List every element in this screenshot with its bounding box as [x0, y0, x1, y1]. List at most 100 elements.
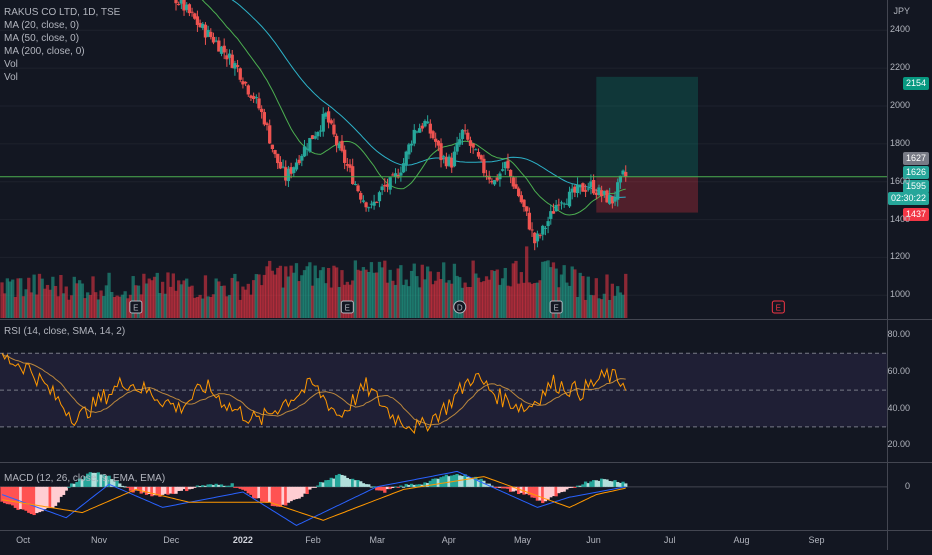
candle-body	[468, 140, 473, 146]
macd-histogram-bar	[559, 486, 564, 493]
macd-histogram-bar	[500, 486, 505, 489]
candle-body	[297, 159, 301, 164]
volume-bar	[24, 289, 28, 318]
macd-histogram-bar	[270, 486, 275, 506]
candle-body	[211, 36, 216, 43]
macd-histogram-bar	[286, 486, 291, 503]
macd-histogram-bar	[102, 474, 106, 487]
macd-histogram-bar	[428, 480, 432, 487]
volume-bar	[562, 265, 566, 318]
macd-histogram-bar	[345, 477, 349, 487]
macd-histogram-bar	[152, 486, 157, 496]
candle-body	[530, 229, 534, 231]
time-tick-label: Jul	[663, 535, 676, 545]
candle-body	[409, 143, 414, 146]
macd-histogram-bar	[273, 486, 277, 507]
candle-body	[174, 0, 178, 4]
rsi-legend[interactable]: RSI (14, close, SMA, 14, 2)	[4, 326, 126, 337]
candle-body	[466, 132, 470, 140]
legend-ma-50[interactable]: MA (50, close, 0)	[4, 33, 80, 44]
volume-bar	[112, 296, 117, 318]
candle-body	[326, 111, 331, 123]
legend-ma-20[interactable]: MA (20, close, 0)	[4, 20, 80, 31]
macd-histogram-bar	[316, 485, 320, 487]
candle-body	[495, 177, 499, 181]
macd-histogram-bar	[268, 486, 272, 503]
macd-histogram-bar	[468, 477, 473, 487]
candle-body	[562, 203, 566, 205]
macd-histogram-bar	[53, 486, 58, 506]
event-marker-label: E	[776, 304, 781, 313]
macd-histogram-bar	[434, 478, 438, 487]
volume-bar	[11, 279, 15, 318]
volume-bar	[230, 277, 234, 318]
volume-bar	[278, 265, 283, 318]
legend-volume-2[interactable]: Vol	[4, 72, 18, 83]
macd-histogram-bar	[56, 486, 60, 503]
legend-title[interactable]: RAKUS CO LTD, 1D, TSE	[4, 7, 121, 18]
candle-body	[551, 211, 556, 214]
volume-bar	[490, 270, 494, 318]
volume-bar	[276, 267, 280, 318]
volume-bar	[618, 292, 623, 318]
candle-body	[367, 207, 371, 209]
volume-bar	[450, 283, 454, 318]
macd-histogram-bar	[222, 485, 226, 487]
volume-bar	[48, 289, 52, 318]
candle-body	[575, 184, 580, 193]
candle-body	[450, 157, 454, 168]
volume-bar	[185, 278, 189, 318]
macd-histogram-bar	[35, 486, 39, 514]
candle-body	[444, 157, 449, 167]
volume-bar	[511, 263, 515, 318]
macd-histogram-bar	[567, 486, 572, 489]
volume-bar	[334, 267, 339, 318]
macd-histogram-bar	[206, 484, 210, 487]
macd-histogram-bar	[262, 486, 266, 502]
volume-bar	[32, 274, 36, 318]
event-marker	[453, 300, 467, 314]
candle-body	[235, 65, 240, 67]
candle-body	[292, 167, 296, 174]
currency-label[interactable]: JPY	[893, 6, 910, 16]
candle-body	[372, 201, 376, 206]
volume-bar	[458, 277, 462, 318]
time-tick-label: Nov	[91, 535, 108, 545]
candle-body	[570, 188, 574, 193]
volume-bar	[401, 284, 406, 318]
legend-ma-200[interactable]: MA (200, close, 0)	[4, 46, 85, 57]
candle-body	[423, 120, 427, 127]
time-tick-label: Feb	[305, 535, 321, 545]
volume-bar	[99, 290, 103, 318]
macd-histogram-bar	[8, 486, 12, 505]
event-marker-label: D	[457, 304, 463, 313]
macd-histogram-bar	[476, 479, 481, 487]
macd-legend[interactable]: MACD (12, 26, close, 9, EMA, EMA)	[4, 473, 166, 484]
volume-bar	[308, 262, 312, 318]
time-tick-label: Oct	[16, 535, 31, 545]
volume-bar	[37, 273, 42, 318]
macd-histogram-bar	[308, 486, 312, 490]
macd-histogram-bar	[80, 479, 84, 487]
candle-body	[353, 184, 358, 186]
candle-body	[490, 180, 494, 183]
macd-histogram-bar	[107, 475, 111, 487]
volume-bar	[506, 285, 510, 318]
candle-body	[380, 186, 384, 191]
macd-histogram-bar	[562, 486, 566, 492]
volume-bar	[40, 278, 44, 318]
macd-histogram-bar	[171, 486, 175, 494]
candle-body	[268, 125, 272, 144]
volume-bar	[88, 294, 92, 318]
candle-body	[583, 190, 588, 192]
volume-bar	[447, 280, 451, 318]
volume-bar	[345, 281, 349, 318]
candle-body	[527, 212, 532, 230]
candle-body	[487, 175, 491, 180]
macd-histogram-bar	[110, 479, 114, 487]
legend-volume-1[interactable]: Vol	[4, 59, 18, 70]
macd-histogram-bar	[241, 486, 245, 490]
candle-body	[334, 135, 339, 146]
